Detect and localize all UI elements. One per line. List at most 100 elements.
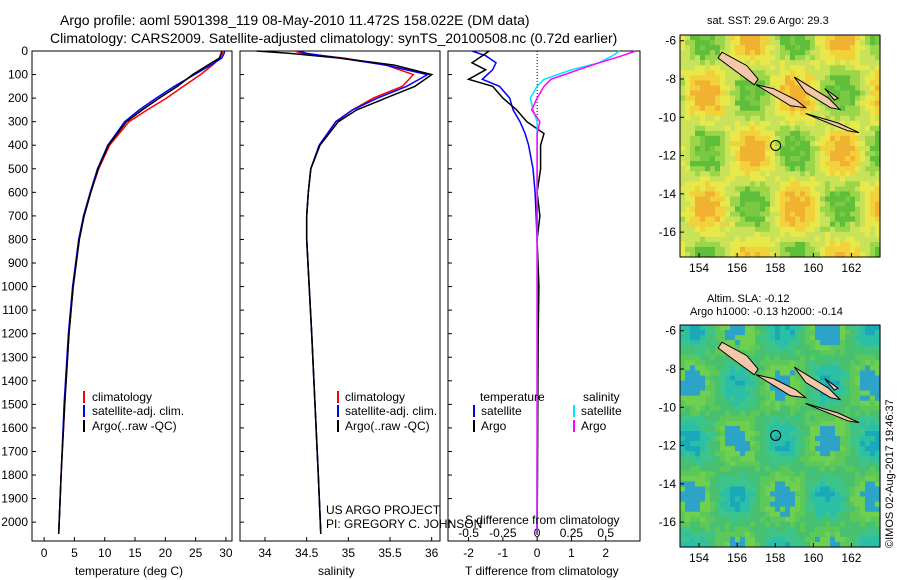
map-cell — [780, 517, 786, 523]
map-cell — [765, 502, 771, 508]
map-cell — [815, 151, 821, 157]
map-cell — [855, 335, 861, 341]
map-cell — [830, 55, 836, 61]
map-cell — [800, 197, 806, 203]
map-cell — [775, 166, 781, 172]
map-cell — [740, 217, 746, 223]
map-cell — [830, 80, 836, 86]
map-cell — [855, 330, 861, 336]
map-cell — [705, 65, 711, 71]
map-cell — [820, 60, 826, 66]
map-cell — [860, 502, 866, 508]
map-cell — [850, 487, 856, 493]
map-cell — [810, 350, 816, 356]
map-cell — [850, 40, 856, 46]
map-cell — [830, 217, 836, 223]
map-cell — [825, 197, 831, 203]
map-cell — [835, 45, 841, 51]
map-cell — [705, 96, 711, 102]
map-cell — [775, 237, 781, 243]
map-cell — [725, 70, 731, 76]
map-cell — [730, 421, 736, 427]
map-cell — [730, 171, 736, 177]
map-cell — [795, 191, 801, 197]
map-cell — [705, 217, 711, 223]
map-cell — [810, 537, 816, 543]
difference-series-0 — [472, 51, 538, 534]
map-cell — [800, 136, 806, 142]
map-cell — [725, 376, 731, 382]
map-cell — [765, 186, 771, 192]
map-cell — [690, 217, 696, 223]
map-cell — [765, 131, 771, 137]
map-cell — [845, 441, 851, 447]
map-cell — [870, 222, 876, 228]
map-cell — [755, 222, 761, 228]
map-cell — [825, 60, 831, 66]
map-cell — [790, 217, 796, 223]
map-cell — [805, 502, 811, 508]
y-tick-label: 100 — [8, 68, 28, 82]
map-cell — [865, 212, 871, 218]
map-cell — [750, 532, 756, 538]
legend-satellite-label: satellite-adj. clim. — [345, 404, 437, 418]
map-cell — [855, 50, 861, 56]
map-cell — [810, 222, 816, 228]
map-cell — [745, 237, 751, 243]
map-cell — [740, 411, 746, 417]
map-cell — [805, 481, 811, 487]
map-cell — [865, 131, 871, 137]
map-cell — [830, 166, 836, 172]
map-cell — [690, 411, 696, 417]
map-cell — [850, 441, 856, 447]
map-cell — [700, 40, 706, 46]
map-cell — [705, 426, 711, 432]
map-cell — [760, 161, 766, 167]
map-cell — [815, 517, 821, 523]
map-cell — [755, 151, 761, 157]
map-cell — [740, 166, 746, 172]
map-cell — [720, 386, 726, 392]
map-cell — [745, 91, 751, 97]
map-cell — [725, 232, 731, 238]
map-cell — [685, 335, 691, 341]
map-cell — [825, 487, 831, 493]
map-cell — [770, 121, 776, 127]
map-cell — [770, 40, 776, 46]
map-cell — [705, 421, 711, 427]
map-y-tick-label: -14 — [659, 477, 677, 491]
map-cell — [775, 70, 781, 76]
map-cell — [715, 446, 721, 452]
map-cell — [740, 242, 746, 248]
map-cell — [730, 507, 736, 513]
map-cell — [800, 416, 806, 422]
map-cell — [680, 207, 686, 213]
map-cell — [800, 355, 806, 361]
map-cell — [700, 151, 706, 157]
map-cell — [825, 325, 831, 331]
map-cell — [795, 461, 801, 467]
map-cell — [805, 492, 811, 498]
map-cell — [760, 411, 766, 417]
map-cell — [715, 181, 721, 187]
map-cell — [760, 217, 766, 223]
map-cell — [830, 45, 836, 51]
map-cell — [800, 222, 806, 228]
map-cell — [735, 247, 741, 253]
map-cell — [790, 370, 796, 376]
map-cell — [820, 55, 826, 61]
map-cell — [800, 431, 806, 437]
map-cell — [850, 350, 856, 356]
map-cell — [720, 207, 726, 213]
map-cell — [720, 197, 726, 203]
map-cell — [710, 247, 716, 253]
map-cell — [840, 75, 846, 81]
map-cell — [730, 86, 736, 92]
map-cell — [700, 461, 706, 467]
map-cell — [865, 80, 871, 86]
map-cell — [820, 431, 826, 437]
map-cell — [860, 116, 866, 122]
map-cell — [800, 512, 806, 518]
map-cell — [865, 197, 871, 203]
map-cell — [695, 207, 701, 213]
